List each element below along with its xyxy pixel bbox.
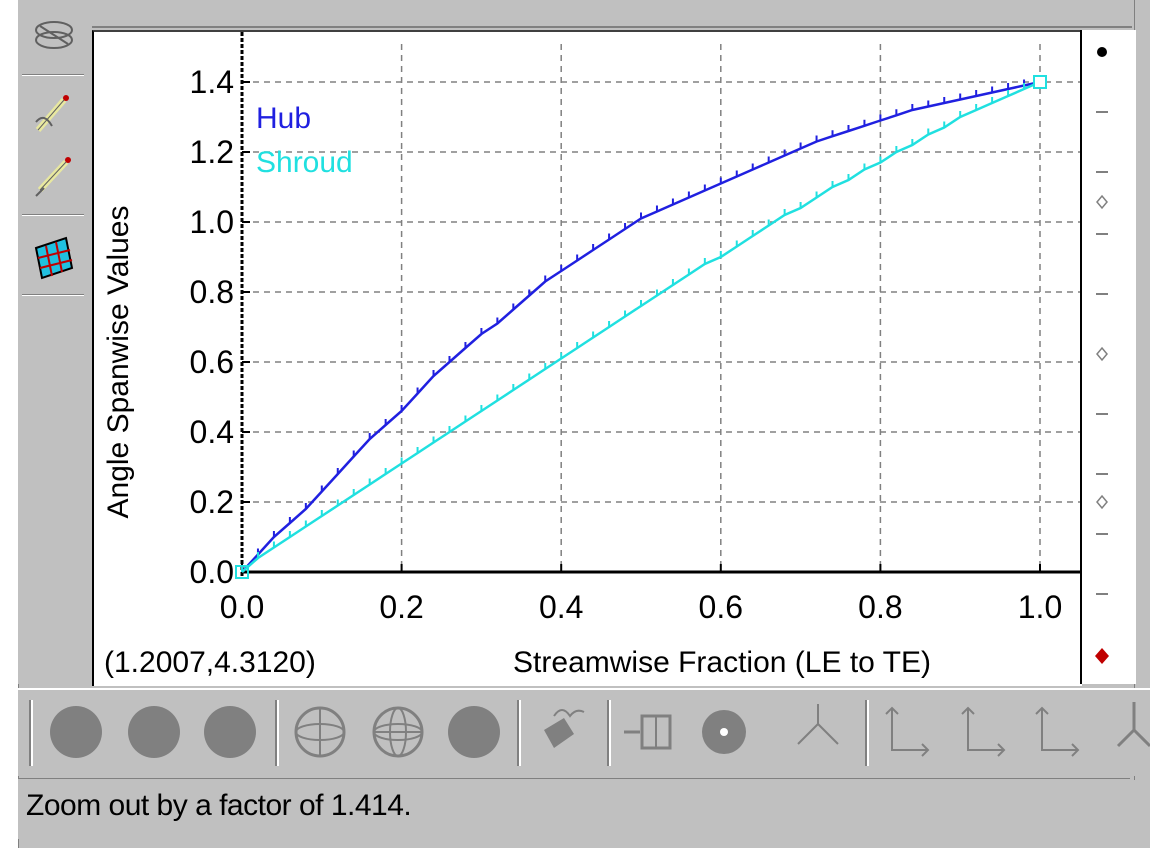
plot-area[interactable]: 0.0 0.2 0.4 0.6 0.8 1.0 0.0 0.2 0.4 0.6 0.8 1.0 1.2 1… bbox=[92, 30, 1082, 686]
window-right-edge bbox=[1134, 0, 1150, 780]
diamond-marker-icon bbox=[1096, 494, 1108, 510]
diamond-marker-icon bbox=[1096, 194, 1108, 210]
x-tick-label: 0.6 bbox=[699, 589, 743, 625]
x-tick-label: 0.0 bbox=[220, 589, 264, 625]
isometric-view-button[interactable] bbox=[1116, 702, 1150, 748]
grid-box-icon bbox=[34, 236, 74, 280]
top-marker-icon bbox=[1097, 47, 1107, 57]
cursor-coordinate-readout: (1.2007,4.3120) bbox=[104, 646, 316, 679]
center-view-button[interactable] bbox=[702, 710, 746, 754]
status-message: Zoom out by a factor of 1.414. bbox=[26, 789, 412, 822]
view-shaded-button-1[interactable] bbox=[50, 706, 102, 758]
legend-entry-shroud: Shroud bbox=[256, 146, 353, 179]
view-shaded-button-3[interactable] bbox=[204, 706, 256, 758]
x-tick-label: 1.0 bbox=[1018, 589, 1062, 625]
wire-sphere-button[interactable] bbox=[294, 706, 346, 758]
left-toolbar bbox=[18, 0, 90, 684]
y-tick-label: 1.2 bbox=[190, 134, 234, 170]
bottom-toolbar bbox=[18, 688, 1150, 776]
red-diamond-marker-icon bbox=[1095, 648, 1109, 664]
status-bar: Zoom out by a factor of 1.414. bbox=[18, 778, 1130, 839]
x-tick-label: 0.4 bbox=[539, 589, 583, 625]
start-point-handle[interactable] bbox=[235, 565, 249, 579]
y-tick-label: 0.0 bbox=[190, 554, 234, 590]
y-tick-label: 0.8 bbox=[190, 274, 234, 310]
y-tick-label: 1.4 bbox=[190, 64, 234, 100]
y-tick-label: 1.0 bbox=[190, 204, 234, 240]
x-axis-label: Streamwise Fraction (LE to TE) bbox=[513, 646, 931, 679]
toolbar-separator bbox=[22, 74, 84, 76]
grid-view-tool-button[interactable] bbox=[26, 228, 82, 284]
mesh-surface-icon bbox=[35, 21, 73, 49]
x-tick-label: 0.8 bbox=[858, 589, 902, 625]
y-tick-label: 0.2 bbox=[190, 484, 234, 520]
diamond-marker-icon bbox=[1096, 346, 1108, 362]
right-marker-strip bbox=[1080, 30, 1136, 684]
axes-xyz-button[interactable] bbox=[797, 704, 839, 745]
series-line-hub bbox=[241, 80, 1041, 573]
series-line-shroud bbox=[241, 80, 1041, 573]
cube-axis-button[interactable] bbox=[544, 709, 585, 748]
mesh-surface-tool-button[interactable] bbox=[26, 8, 82, 64]
view-zy-button[interactable] bbox=[885, 706, 930, 757]
draw-line-tool-button[interactable] bbox=[26, 148, 82, 204]
line-chart[interactable]: 0.0 0.2 0.4 0.6 0.8 1.0 0.0 0.2 0.4 0.6 0.8 1.0 1.2 1… bbox=[94, 32, 1082, 686]
view-shaded-button-2[interactable] bbox=[128, 706, 180, 758]
toolbar-separator bbox=[22, 214, 84, 216]
globe-grid-button[interactable] bbox=[372, 706, 424, 758]
fit-view-button[interactable] bbox=[624, 714, 672, 750]
x-tick-label: 0.2 bbox=[379, 589, 423, 625]
end-point-handle[interactable] bbox=[1033, 75, 1047, 89]
y-tick-label: 0.6 bbox=[190, 344, 234, 380]
marker-strip bbox=[1095, 47, 1109, 664]
legend-entry-hub: Hub bbox=[256, 102, 311, 135]
solid-sphere-button[interactable] bbox=[448, 706, 500, 758]
toolbar-separator bbox=[22, 294, 84, 296]
plot-top-edge bbox=[92, 0, 1132, 28]
y-axis-label: Angle Spanwise Values bbox=[102, 206, 135, 519]
pen-line-icon bbox=[35, 157, 71, 197]
y-tick-label: 0.4 bbox=[190, 414, 234, 450]
view-yx-button[interactable] bbox=[1035, 706, 1080, 757]
view-xz-button[interactable] bbox=[961, 706, 1006, 757]
pen-curve-icon bbox=[35, 95, 69, 132]
edit-curve-tool-button[interactable] bbox=[26, 86, 82, 142]
